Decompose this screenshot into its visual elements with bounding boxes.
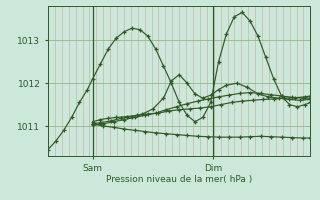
X-axis label: Pression niveau de la mer( hPa ): Pression niveau de la mer( hPa ) bbox=[106, 175, 252, 184]
